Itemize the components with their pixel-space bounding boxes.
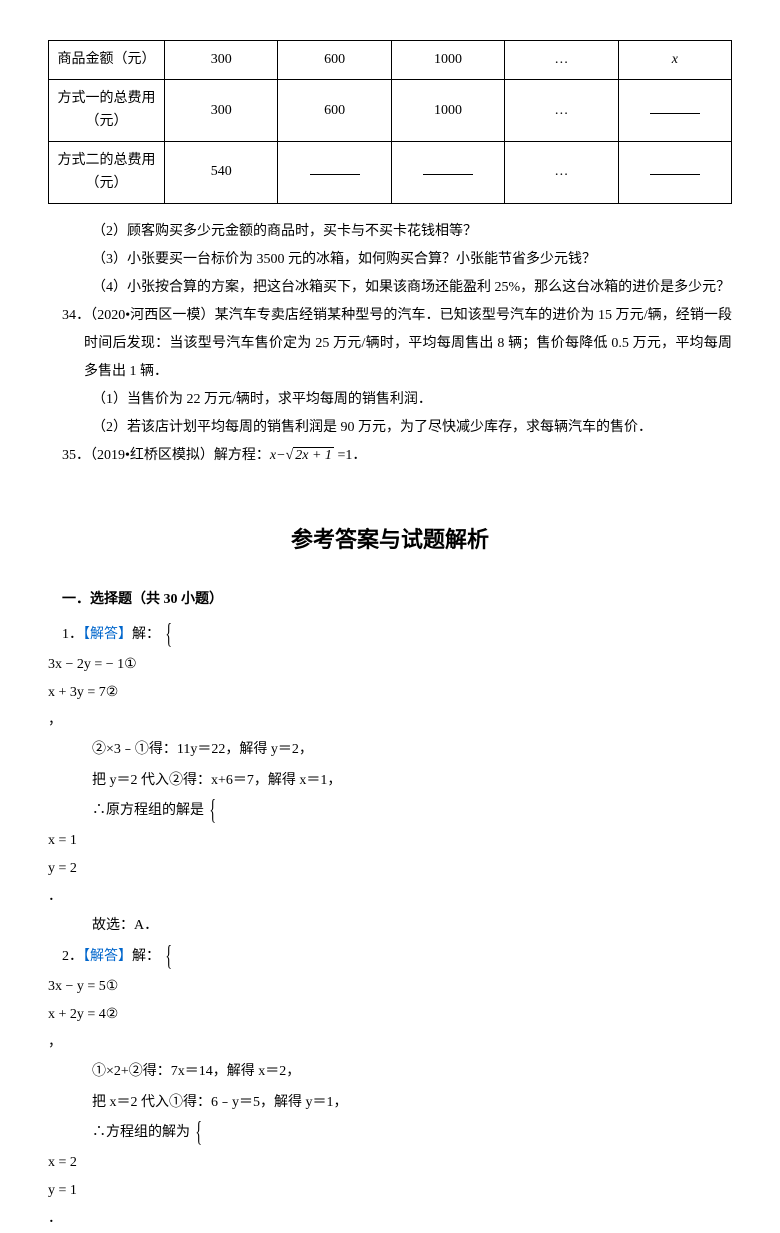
solution-line: 2．【解答】解： { — [48, 942, 732, 973]
answers-title: 参考答案与试题解析 — [48, 518, 732, 562]
table-cell: … — [505, 80, 618, 142]
blank-input — [310, 163, 360, 175]
solution-line: 故选：A． — [48, 911, 732, 942]
answer-label: 【解答】 — [83, 627, 132, 642]
question-text: 34．（2020•河西区一模）某汽车专卖店经销某种型号的汽车．已知该型号汽车的进… — [48, 302, 732, 386]
table-cell: … — [505, 142, 618, 204]
solution-line: ①×2+②得：7x＝14，解得 x＝2， — [48, 1057, 732, 1088]
row-header: 方式二的总费用（元） — [49, 142, 165, 204]
sqrt-expression: √2x + 1 — [286, 442, 334, 470]
section-header: 一．选择题（共 30 小题） — [48, 586, 732, 614]
table-cell: 540 — [165, 142, 278, 204]
solution-line: 1．【解答】解： { — [48, 620, 732, 651]
table-row: 方式二的总费用（元） 540 … — [49, 142, 732, 204]
table-cell: x — [618, 41, 731, 80]
table-cell — [278, 142, 391, 204]
answer-label: 【解答】 — [83, 949, 132, 964]
table-row: 商品金额（元） 300 600 1000 … x — [49, 41, 732, 80]
table-cell: … — [505, 41, 618, 80]
brace-icon: { — [209, 797, 216, 825]
solution-line: ∴原方程组的解是 { — [48, 796, 732, 827]
question-text: （2）顾客购买多少元金额的商品时，买卡与不买卡花钱相等？ — [48, 218, 732, 246]
pricing-table: 商品金额（元） 300 600 1000 … x 方式一的总费用（元） 300 … — [48, 40, 732, 204]
question-text: （2）若该店计划平均每周的销售利润是 90 万元，为了尽快减少库存，求每辆汽车的… — [48, 414, 732, 442]
table-cell — [618, 142, 731, 204]
table-cell: 300 — [165, 41, 278, 80]
question-text: 35．（2019•红桥区模拟）解方程：x−√2x + 1 =1． — [48, 442, 732, 470]
table-row: 方式一的总费用（元） 300 600 1000 … — [49, 80, 732, 142]
brace-icon: { — [165, 943, 172, 971]
table-cell — [391, 142, 504, 204]
table-cell: 1000 — [391, 41, 504, 80]
solution-line: 把 y＝2 代入②得：x+6＝7，解得 x＝1， — [48, 766, 732, 797]
table-cell: 1000 — [391, 80, 504, 142]
table-cell: 600 — [278, 80, 391, 142]
question-text: （4）小张按合算的方案，把这台冰箱买下，如果该商场还能盈利 25%，那么这台冰箱… — [48, 274, 732, 302]
question-text: （3）小张要买一台标价为 3500 元的冰箱，如何购买合算？小张能节省多少元钱？ — [48, 246, 732, 274]
solution-line: ②×3﹣①得：11y＝22，解得 y＝2， — [48, 735, 732, 766]
table-cell — [618, 80, 731, 142]
blank-input — [650, 102, 700, 114]
brace-icon: { — [165, 621, 172, 649]
table-cell: 300 — [165, 80, 278, 142]
row-header: 商品金额（元） — [49, 41, 165, 80]
question-text: （1）当售价为 22 万元/辆时，求平均每周的销售利润． — [48, 386, 732, 414]
brace-icon: { — [195, 1119, 202, 1147]
row-header: 方式一的总费用（元） — [49, 80, 165, 142]
table-cell: 600 — [278, 41, 391, 80]
blank-input — [423, 163, 473, 175]
solution-line: ∴方程组的解为 { — [48, 1118, 732, 1149]
blank-input — [650, 163, 700, 175]
